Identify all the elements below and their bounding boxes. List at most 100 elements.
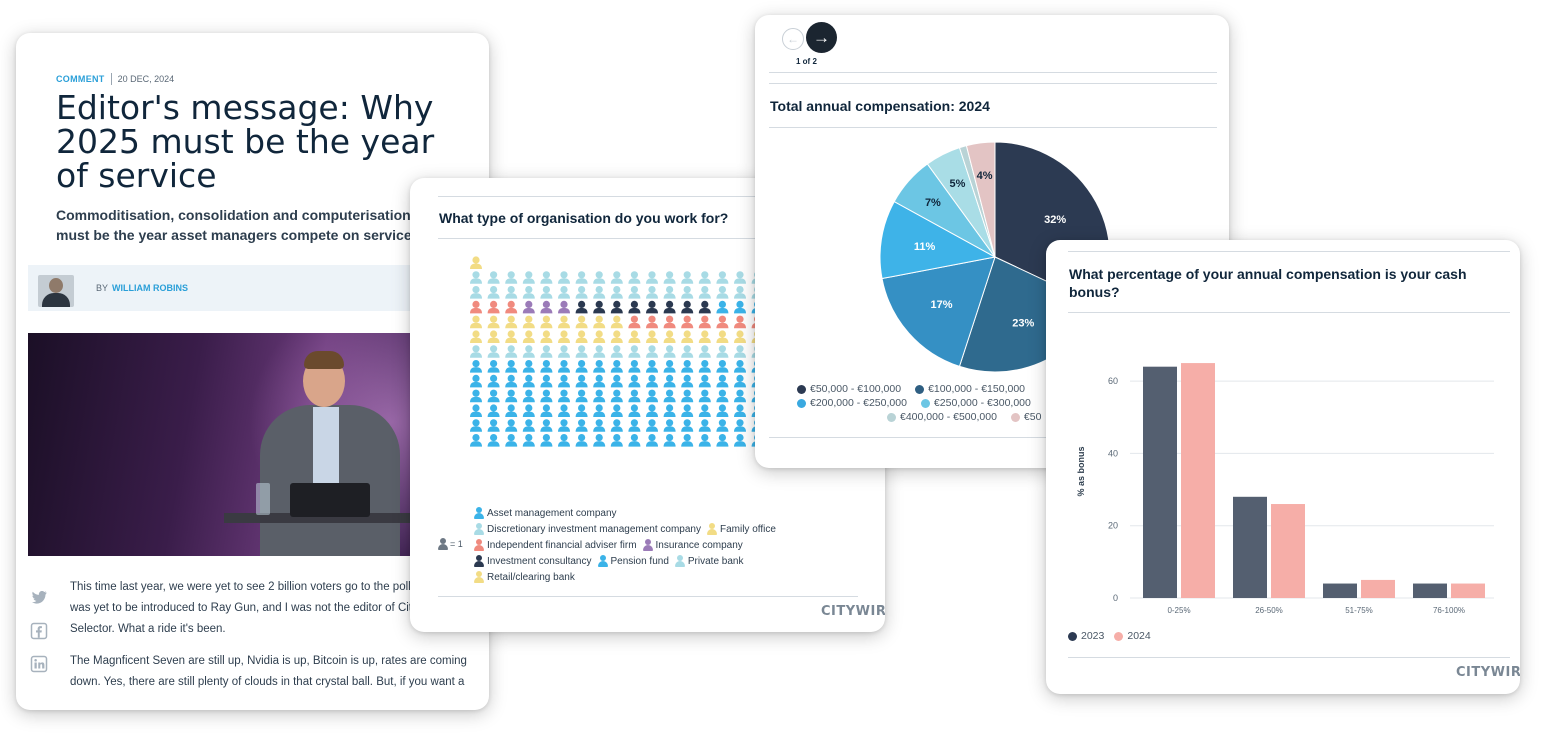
person-icon xyxy=(470,389,482,403)
y-tick-label: 60 xyxy=(1108,376,1118,386)
legend-item[interactable]: Family office xyxy=(706,523,776,535)
person-icon xyxy=(734,300,746,314)
legend-item[interactable]: €50 xyxy=(1010,411,1042,423)
person-icon xyxy=(558,404,570,417)
person-icon xyxy=(593,330,606,343)
person-icon xyxy=(522,434,535,447)
person-icon xyxy=(438,538,448,550)
bar[interactable] xyxy=(1271,504,1305,598)
person-icon xyxy=(610,300,623,314)
person-icon xyxy=(597,555,608,567)
bar[interactable] xyxy=(1143,366,1177,598)
twitter-icon[interactable] xyxy=(30,588,48,606)
legend-item[interactable]: 2024 xyxy=(1114,630,1151,642)
legend-item[interactable]: €50,000 - €100,000 xyxy=(797,383,901,395)
bar[interactable] xyxy=(1181,363,1215,598)
person-icon xyxy=(734,434,746,447)
person-icon xyxy=(663,286,676,299)
person-icon xyxy=(505,315,518,329)
person-icon xyxy=(610,315,623,329)
photo-speaker-shirt xyxy=(313,407,339,487)
legend-item[interactable]: Insurance company xyxy=(642,539,743,551)
person-icon xyxy=(674,555,685,567)
person-icon xyxy=(487,345,500,358)
person-icon xyxy=(470,404,482,417)
linkedin-icon[interactable] xyxy=(30,655,48,673)
person-icon xyxy=(681,300,694,314)
legend-item[interactable]: Private bank xyxy=(674,555,743,567)
legend-item[interactable]: Discretionary investment management comp… xyxy=(474,523,701,535)
author-name[interactable]: WILLIAM ROBINS xyxy=(112,283,188,293)
legend-item[interactable]: 2023 xyxy=(1068,630,1104,642)
person-icon xyxy=(522,345,535,358)
legend-item[interactable]: Independent financial adviser firm xyxy=(474,539,637,551)
citywire-logo[interactable]: CITYWIRE xyxy=(821,604,885,619)
photo-glass xyxy=(256,483,270,515)
arrow-left-icon: ← xyxy=(787,32,799,46)
person-icon xyxy=(558,330,570,343)
person-icon xyxy=(698,271,711,284)
citywire-logo[interactable]: CITYWIRE xyxy=(1456,665,1520,680)
person-icon xyxy=(610,345,623,358)
legend-item[interactable]: €100,000 - €150,000 xyxy=(915,383,1025,395)
person-icon xyxy=(593,360,606,373)
person-icon xyxy=(593,404,606,417)
top-rule xyxy=(438,196,858,197)
prev-chart-button[interactable]: ← xyxy=(782,28,804,50)
article-category[interactable]: COMMENT xyxy=(56,74,105,84)
person-icon xyxy=(522,389,535,403)
person-icon xyxy=(540,404,553,417)
next-chart-button[interactable]: → xyxy=(806,22,837,53)
person-icon xyxy=(698,374,711,388)
bar[interactable] xyxy=(1361,579,1395,598)
pie-slice[interactable] xyxy=(879,200,997,280)
person-icon xyxy=(681,286,694,299)
bar[interactable] xyxy=(1451,583,1485,598)
legend-item[interactable]: Pension fund xyxy=(597,555,669,567)
legend-item[interactable]: €400,000 - €500,000 xyxy=(887,411,997,423)
legend-label: €50 xyxy=(1023,411,1042,423)
person-icon xyxy=(610,360,623,373)
pie-slice-label: 32% xyxy=(1044,214,1066,226)
person-icon xyxy=(470,434,482,447)
person-icon xyxy=(505,374,518,388)
legend-dot xyxy=(797,384,806,394)
person-icon xyxy=(646,300,658,314)
photo-laptop xyxy=(290,483,370,517)
person-icon xyxy=(663,345,676,358)
bar[interactable] xyxy=(1233,496,1267,598)
person-icon xyxy=(663,419,676,432)
legend-dot xyxy=(1010,412,1020,422)
pie-slice[interactable] xyxy=(881,256,996,368)
person-icon xyxy=(522,360,535,373)
person-icon xyxy=(487,404,500,417)
waffle-key: = 1 xyxy=(438,538,463,550)
person-icon xyxy=(610,374,623,388)
article-headline: Editor's message: Why 2025 must be the y… xyxy=(56,88,435,195)
person-icon xyxy=(681,330,694,343)
person-icon xyxy=(575,360,588,373)
legend-item[interactable]: Retail/clearing bank xyxy=(474,571,575,583)
person-icon xyxy=(540,300,553,314)
legend-label: €50,000 - €100,000 xyxy=(810,383,902,395)
bar[interactable] xyxy=(1323,583,1357,598)
legend-item[interactable]: €250,000 - €300,000 xyxy=(920,397,1031,409)
legend-label: Investment consultancy xyxy=(487,555,592,567)
person-icon xyxy=(575,434,588,447)
person-icon xyxy=(593,374,606,388)
person-icon xyxy=(610,286,623,299)
pie-slice[interactable] xyxy=(965,141,996,258)
footer-rule xyxy=(769,437,1217,438)
person-icon xyxy=(663,271,676,284)
legend-item[interactable]: Investment consultancy xyxy=(474,555,592,567)
person-icon xyxy=(716,360,729,373)
person-icon xyxy=(575,404,588,417)
legend-item[interactable]: €200,000 - €250,000 xyxy=(797,397,907,409)
author-avatar[interactable] xyxy=(38,275,74,307)
legend-item[interactable]: Asset management company xyxy=(474,507,617,519)
person-icon xyxy=(646,389,658,403)
facebook-icon[interactable] xyxy=(30,622,48,640)
person-icon xyxy=(470,256,482,269)
legend-label: 2023 xyxy=(1081,630,1105,642)
bar[interactable] xyxy=(1413,583,1447,598)
